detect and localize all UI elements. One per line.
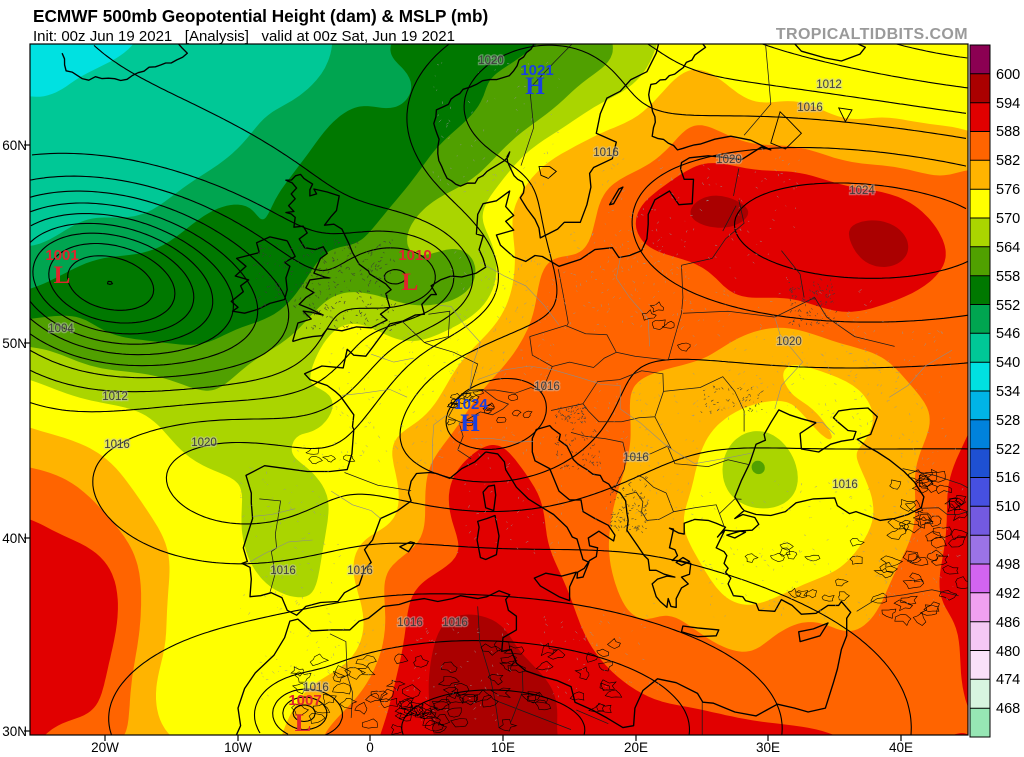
svg-text:1010: 1010 [398,247,431,264]
svg-text:40E: 40E [889,740,913,755]
svg-text:498: 498 [996,557,1020,573]
svg-text:1016: 1016 [104,439,130,451]
svg-text:1001: 1001 [45,247,78,264]
svg-text:0: 0 [366,740,374,755]
svg-text:1016: 1016 [303,682,329,694]
svg-text:1016: 1016 [832,479,858,491]
svg-text:1020: 1020 [776,336,802,348]
svg-text:1020: 1020 [191,437,217,449]
svg-text:H: H [460,410,480,437]
svg-text:L: L [295,710,312,737]
svg-text:1020: 1020 [478,55,504,67]
svg-text:582: 582 [996,153,1020,169]
svg-text:504: 504 [996,528,1020,544]
svg-text:30N: 30N [2,724,27,739]
svg-text:20W: 20W [91,740,119,755]
svg-text:Init: 00z Jun 19 2021 [Analy: Init: 00z Jun 19 2021 [Analysis] valid a… [33,28,455,45]
svg-text:486: 486 [996,615,1020,631]
svg-text:L: L [402,269,419,296]
svg-text:588: 588 [996,124,1020,140]
svg-text:528: 528 [996,413,1020,429]
svg-text:1016: 1016 [397,617,423,629]
svg-text:1016: 1016 [593,147,619,159]
svg-text:540: 540 [996,355,1020,371]
svg-text:10E: 10E [491,740,515,755]
svg-text:1016: 1016 [442,617,468,629]
svg-text:1016: 1016 [270,565,296,577]
svg-text:1020: 1020 [716,154,742,166]
svg-text:570: 570 [996,211,1020,227]
svg-text:1016: 1016 [623,452,649,464]
svg-text:20E: 20E [624,740,648,755]
svg-text:1012: 1012 [102,391,128,403]
svg-text:TROPICALTIDBITS.COM: TROPICALTIDBITS.COM [776,26,968,43]
svg-text:30E: 30E [756,740,780,755]
svg-text:552: 552 [996,298,1020,314]
svg-text:474: 474 [996,672,1020,688]
svg-text:1004: 1004 [48,323,74,335]
svg-text:558: 558 [996,269,1020,285]
svg-text:594: 594 [996,96,1020,112]
svg-text:510: 510 [996,499,1020,515]
svg-text:522: 522 [996,442,1020,458]
svg-text:468: 468 [996,701,1020,717]
svg-text:480: 480 [996,644,1020,660]
svg-text:534: 534 [996,384,1020,400]
svg-text:40N: 40N [2,531,27,546]
svg-text:492: 492 [996,586,1020,602]
svg-text:564: 564 [996,240,1020,256]
svg-text:1016: 1016 [534,381,560,393]
svg-text:516: 516 [996,470,1020,486]
svg-text:1016: 1016 [347,565,373,577]
svg-text:1007: 1007 [288,692,321,709]
svg-text:576: 576 [996,182,1020,198]
svg-text:1021: 1021 [520,62,553,79]
svg-text:L: L [54,262,71,289]
svg-text:1024: 1024 [454,396,488,413]
svg-text:ECMWF 500mb Geopotential Heigh: ECMWF 500mb Geopotential Height (dam) & … [33,6,488,26]
svg-text:60N: 60N [2,138,27,153]
svg-text:10W: 10W [224,740,252,755]
svg-text:1024: 1024 [849,185,875,197]
svg-text:1012: 1012 [816,79,842,91]
svg-text:600: 600 [996,67,1020,83]
svg-text:1016: 1016 [797,102,823,114]
svg-text:H: H [525,73,545,100]
svg-text:546: 546 [996,326,1020,342]
svg-text:50N: 50N [2,336,27,351]
